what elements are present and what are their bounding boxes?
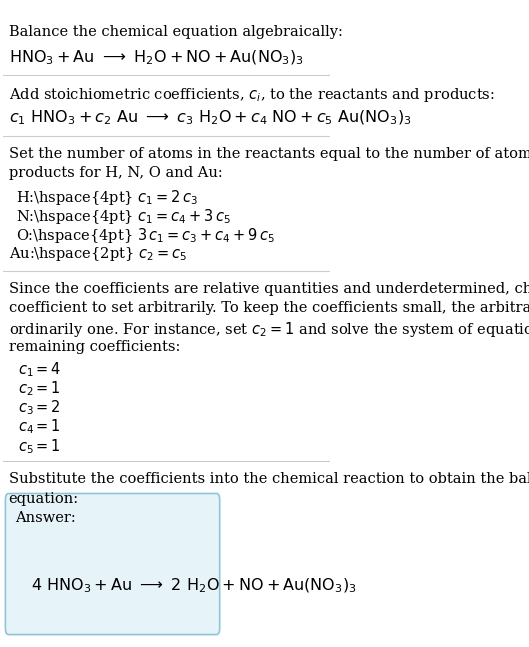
Text: O:\hspace{4pt} $3\,c_1 = c_3 + c_4 + 9\,c_5$: O:\hspace{4pt} $3\,c_1 = c_3 + c_4 + 9\,… xyxy=(16,226,275,245)
Text: remaining coefficients:: remaining coefficients: xyxy=(8,340,180,353)
Text: N:\hspace{4pt} $c_1 = c_4 + 3\,c_5$: N:\hspace{4pt} $c_1 = c_4 + 3\,c_5$ xyxy=(16,207,231,226)
Text: Substitute the coefficients into the chemical reaction to obtain the balanced: Substitute the coefficients into the che… xyxy=(8,472,529,487)
Text: H:\hspace{4pt} $c_1 = 2\,c_3$: H:\hspace{4pt} $c_1 = 2\,c_3$ xyxy=(16,188,198,206)
Text: Au:\hspace{2pt} $c_2 = c_5$: Au:\hspace{2pt} $c_2 = c_5$ xyxy=(8,245,187,263)
Text: equation:: equation: xyxy=(8,492,79,505)
Text: ordinarily one. For instance, set $c_2 = 1$ and solve the system of equations fo: ordinarily one. For instance, set $c_2 =… xyxy=(8,320,529,339)
Text: $c_5 = 1$: $c_5 = 1$ xyxy=(19,437,61,455)
Text: Answer:: Answer: xyxy=(15,510,76,525)
Text: Since the coefficients are relative quantities and underdetermined, choose a: Since the coefficients are relative quan… xyxy=(8,282,529,296)
Text: $\mathrm{HNO_3} + \mathrm{Au} \ \longrightarrow \ \mathrm{H_2O} + \mathrm{NO} + : $\mathrm{HNO_3} + \mathrm{Au} \ \longrig… xyxy=(8,49,304,67)
Text: $c_3 = 2$: $c_3 = 2$ xyxy=(19,399,61,417)
Text: $4\ \mathrm{HNO_3} + \mathrm{Au} \ \longrightarrow \ 2\ \mathrm{H_2O} + \mathrm{: $4\ \mathrm{HNO_3} + \mathrm{Au} \ \long… xyxy=(31,577,357,595)
Text: $c_2 = 1$: $c_2 = 1$ xyxy=(19,379,61,398)
Text: $c_1\ \mathrm{HNO_3} + c_2\ \mathrm{Au} \ \longrightarrow \ c_3\ \mathrm{H_2O} +: $c_1\ \mathrm{HNO_3} + c_2\ \mathrm{Au} … xyxy=(8,109,412,127)
Text: Add stoichiometric coefficients, $c_i$, to the reactants and products:: Add stoichiometric coefficients, $c_i$, … xyxy=(8,86,495,104)
Text: $c_4 = 1$: $c_4 = 1$ xyxy=(19,418,61,437)
Text: products for H, N, O and Au:: products for H, N, O and Au: xyxy=(8,166,222,181)
Text: $c_1 = 4$: $c_1 = 4$ xyxy=(19,360,62,378)
Text: Balance the chemical equation algebraically:: Balance the chemical equation algebraica… xyxy=(8,25,343,39)
FancyBboxPatch shape xyxy=(5,494,220,635)
Text: coefficient to set arbitrarily. To keep the coefficients small, the arbitrary va: coefficient to set arbitrarily. To keep … xyxy=(8,301,529,315)
Text: Set the number of atoms in the reactants equal to the number of atoms in the: Set the number of atoms in the reactants… xyxy=(8,147,529,161)
